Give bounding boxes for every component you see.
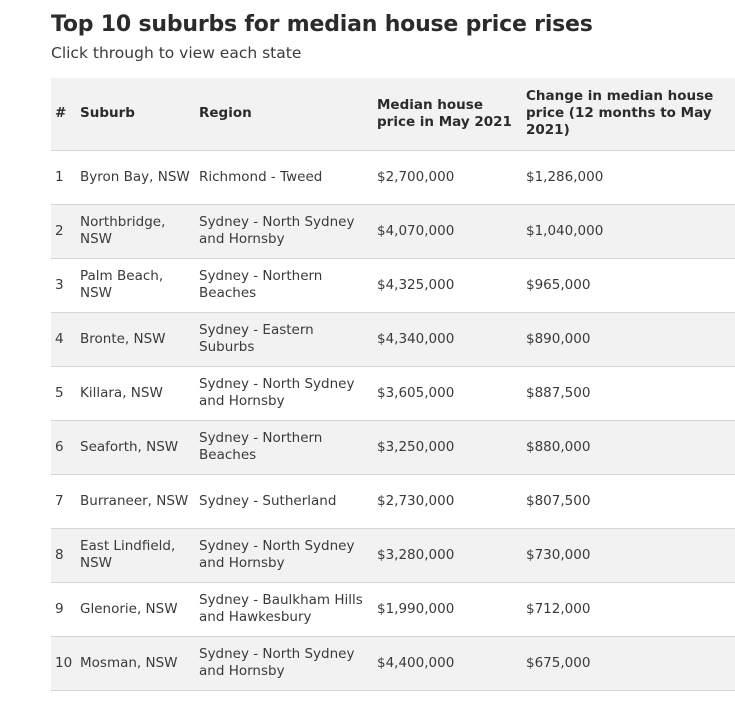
cell-region: Sydney - North Sydney and Hornsby <box>195 528 373 583</box>
cell-suburb: Killara, NSW <box>76 366 195 421</box>
table-row: 5 Killara, NSW Sydney - North Sydney and… <box>51 366 735 421</box>
cell-median-price: $4,325,000 <box>373 258 522 313</box>
cell-region: Sydney - Sutherland <box>195 474 373 529</box>
cell-region: Sydney - Eastern Suburbs <box>195 312 373 367</box>
cell-region: Sydney - North Sydney and Hornsby <box>195 636 373 691</box>
cell-median-price: $2,700,000 <box>373 150 522 205</box>
header-region: Region <box>195 78 373 151</box>
table-row: 6 Seaforth, NSW Sydney - Northern Beache… <box>51 420 735 475</box>
page-title: Top 10 suburbs for median house price ri… <box>51 12 593 37</box>
cell-median-price: $3,280,000 <box>373 528 522 583</box>
cell-price-change: $730,000 <box>522 528 735 583</box>
cell-suburb: Byron Bay, NSW <box>76 150 195 205</box>
cell-suburb: Bronte, NSW <box>76 312 195 367</box>
table-row: 10 Mosman, NSW Sydney - North Sydney and… <box>51 636 735 691</box>
cell-suburb: Glenorie, NSW <box>76 582 195 637</box>
table-body: 1 Byron Bay, NSW Richmond - Tweed $2,700… <box>51 150 735 691</box>
table-row: 9 Glenorie, NSW Sydney - Baulkham Hills … <box>51 582 735 637</box>
cell-rank: 5 <box>51 366 76 421</box>
cell-region: Sydney - Baulkham Hills and Hawkesbury <box>195 582 373 637</box>
cell-rank: 8 <box>51 528 76 583</box>
cell-price-change: $807,500 <box>522 474 735 529</box>
cell-price-change: $1,286,000 <box>522 150 735 205</box>
cell-region: Sydney - North Sydney and Hornsby <box>195 366 373 421</box>
cell-median-price: $4,340,000 <box>373 312 522 367</box>
cell-suburb: Burraneer, NSW <box>76 474 195 529</box>
table-row: 3 Palm Beach, NSW Sydney - Northern Beac… <box>51 258 735 313</box>
cell-median-price: $3,250,000 <box>373 420 522 475</box>
cell-rank: 1 <box>51 150 76 205</box>
suburb-price-table: # Suburb Region Median house price in Ma… <box>51 78 735 691</box>
cell-rank: 7 <box>51 474 76 529</box>
table-row: 1 Byron Bay, NSW Richmond - Tweed $2,700… <box>51 150 735 205</box>
cell-suburb: Northbridge, NSW <box>76 204 195 259</box>
cell-rank: 9 <box>51 582 76 637</box>
header-price-change: Change in median house price (12 months … <box>522 78 735 151</box>
cell-price-change: $712,000 <box>522 582 735 637</box>
cell-median-price: $4,070,000 <box>373 204 522 259</box>
table-row: 8 East Lindfield, NSW Sydney - North Syd… <box>51 528 735 583</box>
cell-price-change: $880,000 <box>522 420 735 475</box>
cell-median-price: $1,990,000 <box>373 582 522 637</box>
cell-suburb: Palm Beach, NSW <box>76 258 195 313</box>
cell-rank: 3 <box>51 258 76 313</box>
cell-suburb: Seaforth, NSW <box>76 420 195 475</box>
header-row: # Suburb Region Median house price in Ma… <box>51 78 735 151</box>
cell-suburb: Mosman, NSW <box>76 636 195 691</box>
cell-suburb: East Lindfield, NSW <box>76 528 195 583</box>
cell-region: Sydney - Northern Beaches <box>195 258 373 313</box>
subtitle-link[interactable]: Click through to view each state <box>51 44 302 62</box>
table-header: # Suburb Region Median house price in Ma… <box>51 78 735 151</box>
cell-rank: 6 <box>51 420 76 475</box>
table-row: 2 Northbridge, NSW Sydney - North Sydney… <box>51 204 735 259</box>
header-rank: # <box>51 78 76 151</box>
header-median-price: Median house price in May 2021 <box>373 78 522 151</box>
cell-price-change: $675,000 <box>522 636 735 691</box>
cell-price-change: $890,000 <box>522 312 735 367</box>
header-suburb: Suburb <box>76 78 195 151</box>
cell-median-price: $3,605,000 <box>373 366 522 421</box>
cell-region: Richmond - Tweed <box>195 150 373 205</box>
cell-region: Sydney - North Sydney and Hornsby <box>195 204 373 259</box>
cell-price-change: $1,040,000 <box>522 204 735 259</box>
cell-median-price: $2,730,000 <box>373 474 522 529</box>
table-row: 4 Bronte, NSW Sydney - Eastern Suburbs $… <box>51 312 735 367</box>
cell-price-change: $887,500 <box>522 366 735 421</box>
cell-rank: 2 <box>51 204 76 259</box>
cell-rank: 10 <box>51 636 76 691</box>
table-row: 7 Burraneer, NSW Sydney - Sutherland $2,… <box>51 474 735 529</box>
cell-rank: 4 <box>51 312 76 367</box>
cell-median-price: $4,400,000 <box>373 636 522 691</box>
cell-region: Sydney - Northern Beaches <box>195 420 373 475</box>
cell-price-change: $965,000 <box>522 258 735 313</box>
